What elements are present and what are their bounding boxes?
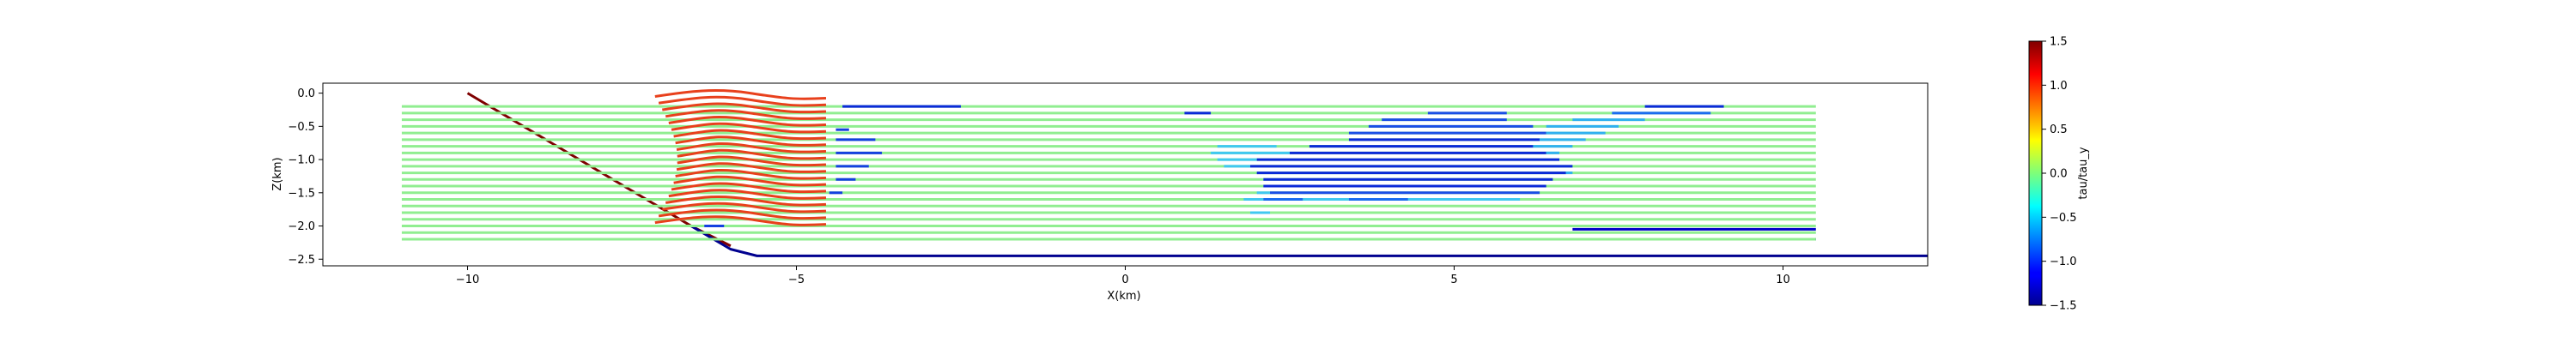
colorbar-ticks: 1.5 1.0 0.5 0.0 −0.5 −1.0 −1.5: [2042, 36, 2077, 313]
fold-line: [654, 215, 827, 226]
y-tick-label: 0.0: [297, 87, 315, 100]
fold-line: [665, 109, 827, 120]
fold-line: [677, 155, 827, 167]
y-tick-label: −2.0: [288, 220, 315, 233]
fold-line: [658, 95, 827, 107]
interface-line: [690, 225, 1928, 257]
fold-line: [671, 182, 827, 194]
fold-line: [662, 202, 827, 214]
fold-line: [675, 169, 827, 180]
y-tick-label: −1.5: [288, 187, 315, 200]
colorbar-tick-label: −1.5: [2050, 300, 2077, 313]
fold-line: [675, 135, 827, 147]
x-axis: −10 −5 0 5 10: [456, 266, 1790, 286]
colorbar-tick-label: −0.5: [2050, 212, 2077, 225]
fold-line: [676, 162, 827, 173]
colorbar-tick-label: 0.0: [2050, 168, 2068, 181]
fault-line: [466, 92, 732, 248]
fold-line: [665, 196, 827, 207]
fold-line: [676, 142, 827, 153]
colorbar-tick-label: 1.0: [2050, 80, 2068, 93]
y-tick-label: −1.0: [288, 154, 315, 167]
fold-line: [677, 148, 827, 160]
y-axis: 0.0 −0.5 −1.0 −1.5 −2.0 −2.5: [288, 87, 323, 267]
fold-line: [654, 89, 827, 100]
fold-line: [671, 122, 827, 134]
fold-line: [668, 189, 827, 200]
fold-line: [668, 116, 827, 127]
x-axis-label: X(km): [1107, 290, 1140, 303]
fold-line: [662, 102, 827, 114]
colorbar-gradient: [2028, 40, 2043, 306]
series-layer: [401, 89, 1928, 257]
colorbar-label: tau/tau_y: [2077, 147, 2090, 199]
y-tick-label: −2.5: [288, 254, 315, 267]
x-tick-label: 5: [1450, 274, 1457, 286]
fold-line: [658, 208, 827, 220]
fold-line: [673, 129, 827, 141]
colorbar: 1.5 1.0 0.5 0.0 −0.5 −1.0 −1.5 tau/tau_y: [2028, 36, 2090, 313]
x-tick-label: −10: [456, 274, 479, 286]
y-tick-label: −0.5: [288, 121, 315, 134]
colorbar-tick-label: 1.5: [2050, 36, 2068, 49]
fold-line: [673, 175, 827, 187]
x-tick-label: −5: [788, 274, 805, 286]
y-axis-label: Z(km): [271, 157, 284, 190]
colorbar-tick-label: 0.5: [2050, 123, 2068, 136]
x-tick-label: 10: [1776, 274, 1790, 286]
plot-area: [322, 82, 1929, 267]
colorbar-tick-label: −1.0: [2050, 256, 2077, 268]
x-tick-label: 0: [1121, 274, 1128, 286]
